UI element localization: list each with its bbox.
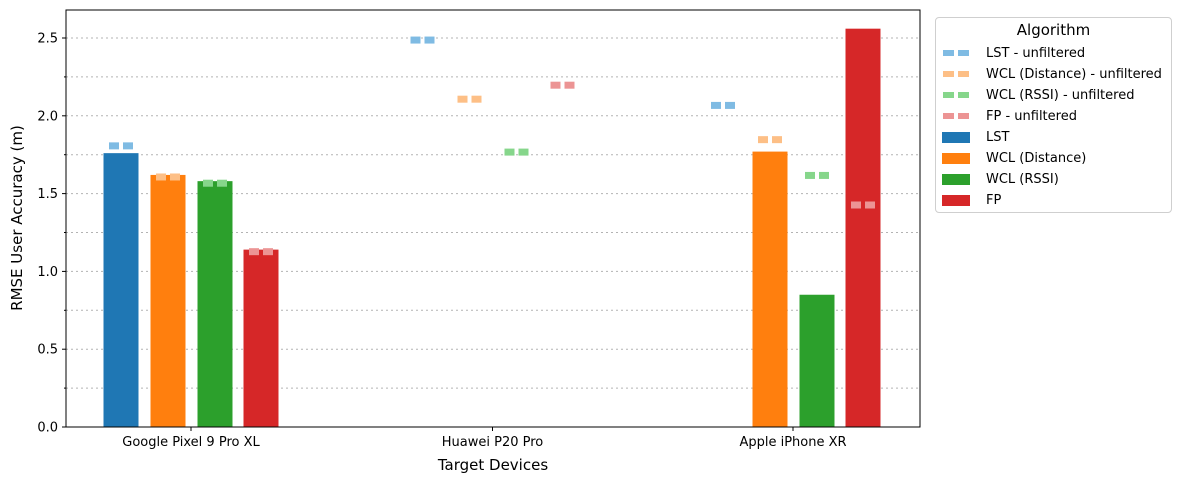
legend-item: LST: [942, 128, 1009, 146]
y-tick-label: 1.5: [37, 187, 58, 202]
unfiltered-marker: [217, 179, 227, 187]
legend-swatch: [942, 170, 970, 188]
y-tick-label: 2.0: [37, 109, 58, 124]
bar-wcl-distance-: [150, 174, 186, 427]
y-tick-label: 2.5: [37, 32, 58, 47]
legend-label: LST: [986, 129, 1010, 145]
y-axis-label: RMSE User Accuracy (m): [8, 125, 26, 311]
unfiltered-marker: [564, 81, 575, 89]
unfiltered-marker: [424, 36, 435, 44]
legend-swatch: [942, 65, 970, 83]
unfiltered-marker: [471, 95, 482, 103]
bar-fp: [845, 28, 881, 428]
y-tick-label: 0.5: [37, 343, 58, 358]
x-axis: Google Pixel 9 Pro XL Huawei P20 Pro Apple…: [122, 427, 847, 450]
legend-swatch: [942, 44, 970, 62]
x-tick-label: Google Pixel 9 Pro XL: [122, 435, 260, 450]
unfiltered-marker: [109, 142, 119, 150]
legend-item: WCL (RSSI) - unfiltered: [942, 86, 1134, 104]
unfiltered-markers: [109, 36, 875, 256]
legend-item: WCL (RSSI): [942, 170, 1059, 188]
legend-title: Algorithm: [1016, 21, 1091, 39]
plot-frame: [65, 9, 921, 428]
legend-label: WCL (Distance) - unfiltered: [986, 66, 1162, 82]
legend-swatch: [942, 107, 970, 125]
legend-label: WCL (RSSI) - unfiltered: [986, 87, 1135, 103]
bar-wcl-rssi-: [799, 294, 835, 427]
legend-swatch: [942, 191, 970, 209]
unfiltered-marker: [410, 36, 421, 44]
legend-label: FP - unfiltered: [986, 108, 1077, 124]
legend-swatch: [942, 86, 970, 104]
y-tick-label: 1.0: [37, 265, 58, 280]
unfiltered-marker: [805, 171, 815, 179]
legend-item: FP: [942, 191, 1001, 209]
bar-wcl-distance-: [752, 151, 788, 428]
legend-label: WCL (RSSI): [986, 171, 1059, 187]
unfiltered-marker: [758, 136, 768, 144]
y-tick-label: 0.0: [37, 421, 58, 436]
unfiltered-marker: [457, 95, 468, 103]
unfiltered-marker: [263, 248, 273, 256]
legend-label: LST - unfiltered: [986, 45, 1086, 61]
unfiltered-marker: [123, 142, 133, 150]
x-tick-label: Huawei P20 Pro: [442, 435, 544, 450]
bar-fp: [243, 249, 279, 427]
legend-item: LST - unfiltered: [942, 44, 1085, 62]
legend-swatch: [942, 128, 970, 146]
legend-item: WCL (Distance): [942, 149, 1086, 167]
unfiltered-marker: [156, 173, 166, 181]
legend-item: WCL (Distance) - unfiltered: [942, 65, 1162, 83]
unfiltered-marker: [504, 148, 515, 156]
unfiltered-marker: [725, 101, 735, 109]
unfiltered-marker: [772, 136, 782, 144]
y-axis: 0.0 0.5 1.0 1.5 2.0 2.5: [37, 32, 66, 436]
unfiltered-marker: [851, 201, 861, 209]
grid-lines: [66, 37, 920, 428]
bars: [103, 28, 881, 428]
legend: Algorithm LST - unfiltered WCL (Distance)…: [935, 17, 1172, 213]
legend-swatch: [942, 149, 970, 167]
unfiltered-marker: [249, 248, 259, 256]
unfiltered-marker: [203, 179, 213, 187]
legend-label: WCL (Distance): [986, 150, 1087, 166]
legend-item: FP - unfiltered: [942, 107, 1077, 125]
unfiltered-marker: [711, 101, 721, 109]
unfiltered-marker: [550, 81, 561, 89]
unfiltered-marker: [518, 148, 529, 156]
x-axis-label: Target Devices: [437, 456, 548, 474]
legend-label: FP: [986, 192, 1002, 208]
unfiltered-marker: [170, 173, 180, 181]
bar-wcl-rssi-: [197, 181, 233, 427]
bar-lst: [103, 153, 139, 428]
unfiltered-marker: [819, 171, 829, 179]
unfiltered-marker: [865, 201, 875, 209]
x-tick-label: Apple iPhone XR: [739, 435, 846, 450]
